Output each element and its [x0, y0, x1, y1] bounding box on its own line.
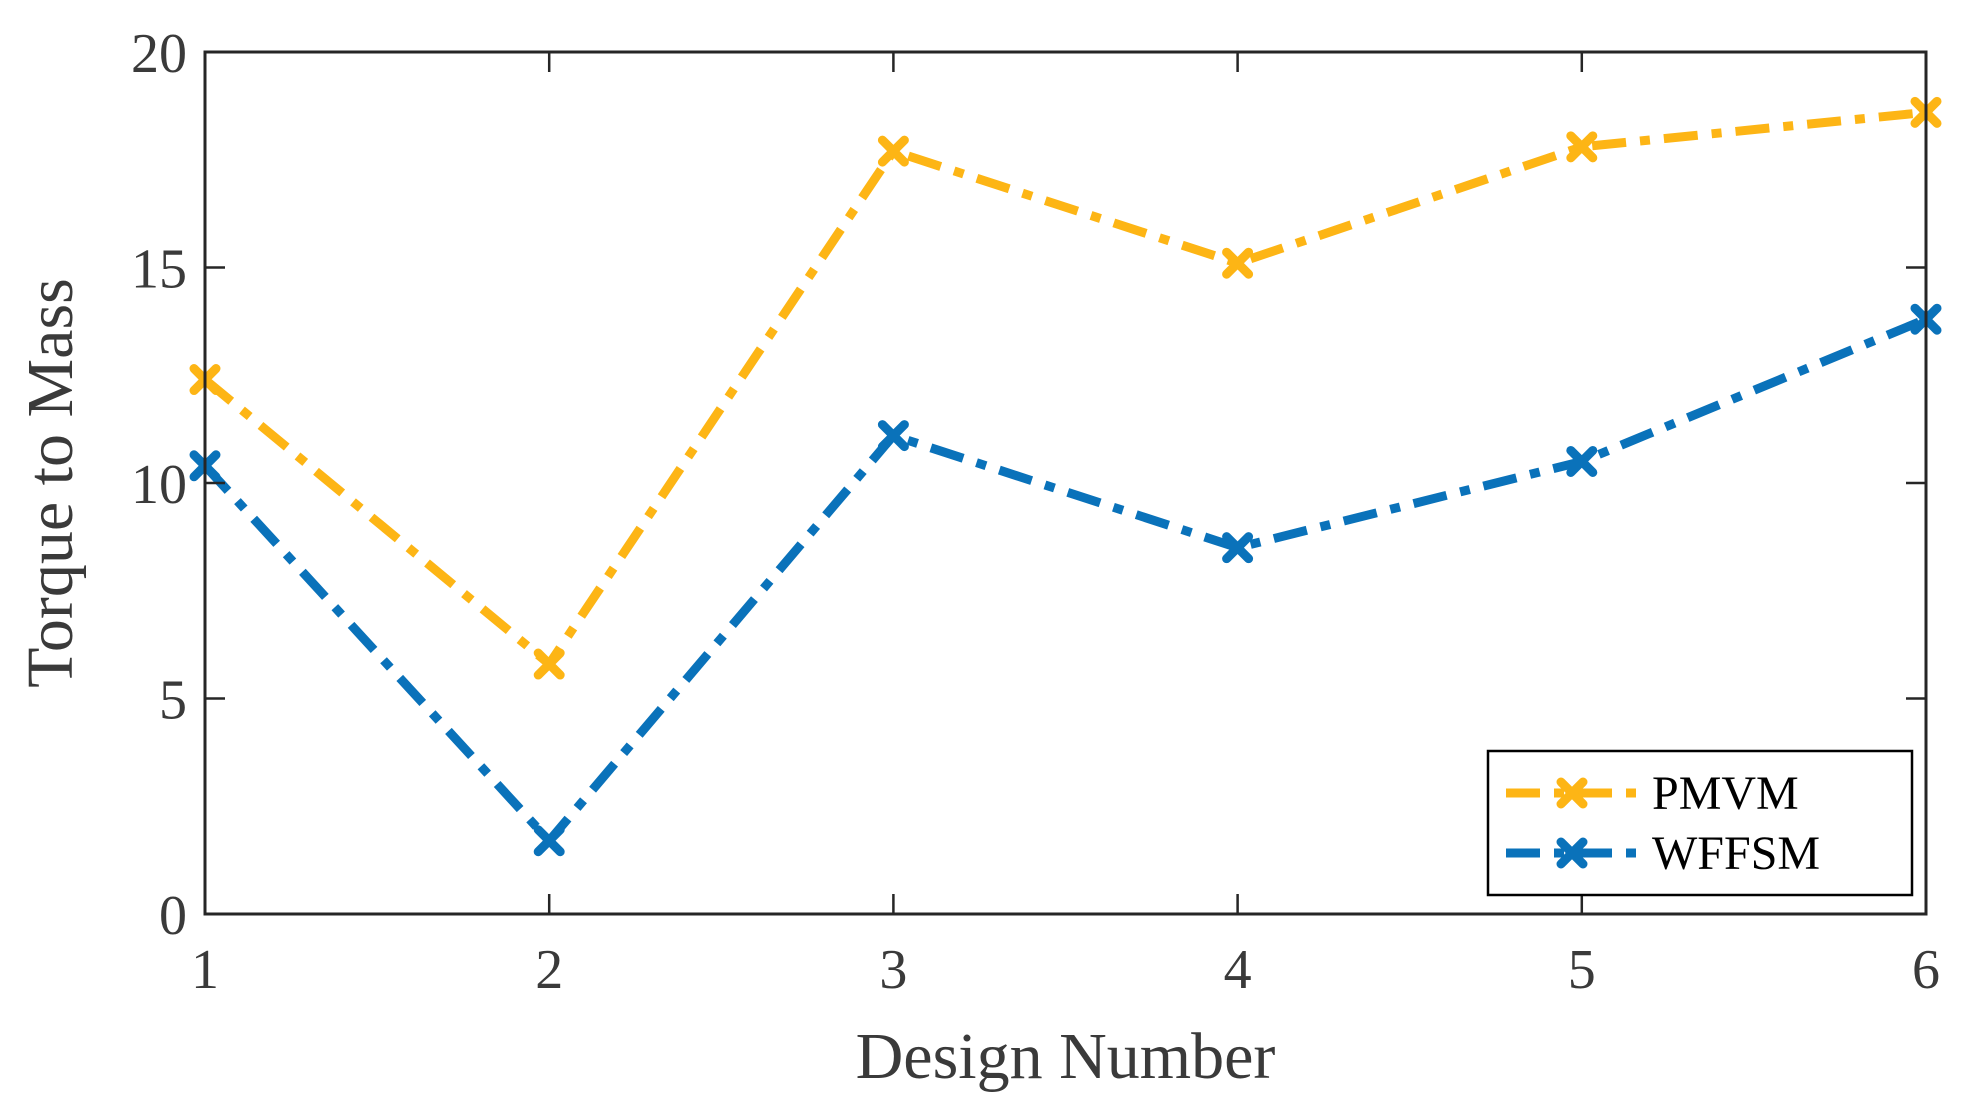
- x-tick-label: 1: [191, 939, 219, 1001]
- legend: PMVM WFFSM: [1486, 749, 1914, 897]
- y-tick-label: 15: [131, 239, 187, 301]
- data-point-wffsm: [877, 420, 909, 452]
- x-tick-labels: 1 2 3 4 5 6: [191, 939, 1940, 1001]
- y-tick-label: 5: [159, 670, 187, 732]
- data-point-pmvm: [1566, 131, 1598, 163]
- legend-box: [1486, 749, 1914, 897]
- legend-swatch-wffsm: [1506, 837, 1638, 869]
- y-tick-label: 0: [159, 885, 187, 947]
- y-tick-label: 20: [131, 23, 187, 85]
- y-tick-label: 10: [131, 454, 187, 516]
- y-tick-labels: 0 5 10 15 20: [131, 23, 187, 947]
- legend-marker: [1556, 837, 1588, 869]
- x-tick-label: 5: [1568, 939, 1596, 1001]
- legend-swatch-pmvm: [1506, 777, 1638, 809]
- x-tick-label: 6: [1912, 939, 1940, 1001]
- data-point-pmvm: [533, 648, 565, 680]
- series-line-pmvm: [202, 107, 1927, 669]
- legend-label-pmvm: PMVM: [1652, 767, 1799, 820]
- y-axis-label: Torque to Mass: [14, 278, 87, 688]
- data-point-wffsm: [1566, 445, 1598, 477]
- legend-marker: [1556, 777, 1588, 809]
- x-tick-label: 3: [879, 939, 907, 1001]
- x-axis-label: Design Number: [856, 1020, 1276, 1093]
- data-point-wffsm: [1222, 532, 1254, 564]
- tick-marks: [203, 50, 1928, 916]
- x-tick-label: 2: [535, 939, 563, 1001]
- legend-label-wffsm: WFFSM: [1652, 827, 1820, 880]
- data-point-pmvm: [877, 135, 909, 167]
- series-line-wffsm: [201, 315, 1928, 846]
- x-tick-label: 4: [1224, 939, 1252, 1001]
- data-point-wffsm: [533, 825, 565, 857]
- data-point-pmvm: [1222, 247, 1254, 279]
